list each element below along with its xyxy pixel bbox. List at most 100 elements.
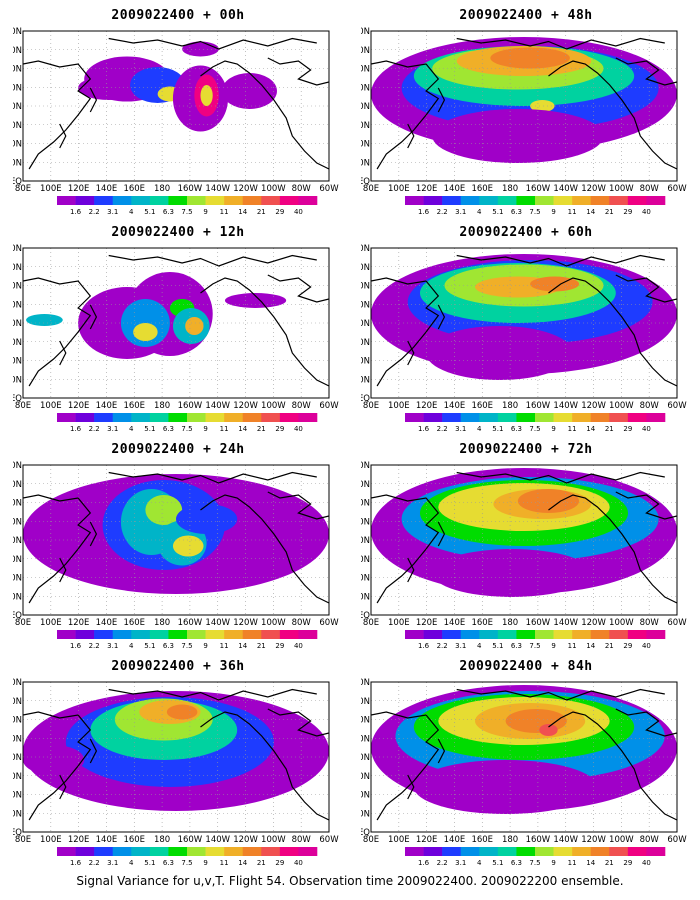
map-panel-36h: 2009022400 + 36h 80E 100E 120E 140E 160E 180 1…	[13, 659, 343, 869]
colorbar: 1.6 2.2 3.1 4 5.1 6.3 7.5 9 11 14 21 29 40	[405, 630, 666, 650]
y-tick-label: 70N	[361, 263, 370, 273]
colorbar: 1.6 2.2 3.1 4 5.1 6.3 7.5 9 11 14 21 29 40	[405, 847, 666, 867]
x-tick-label: 120E	[68, 618, 90, 628]
coastline	[615, 708, 677, 737]
colorbar-level-label: 7.5	[181, 859, 192, 867]
colorbar-swatch	[479, 196, 499, 205]
colorbar-swatch	[261, 847, 281, 856]
colorbar-level-label: 4	[129, 859, 134, 867]
y-tick-label: 40N	[13, 319, 22, 329]
colorbar-swatch	[168, 630, 188, 639]
x-tick-label: 80W	[640, 184, 660, 194]
coastline	[615, 57, 677, 86]
colorbar-swatch	[94, 413, 114, 422]
colorbar-swatch	[75, 196, 95, 205]
colorbar-level-label: 29	[275, 859, 284, 867]
x-tick-label: 160E	[471, 835, 493, 845]
x-tick-label: 100W	[609, 184, 634, 194]
colorbar-level-label: 5.1	[492, 208, 503, 216]
colorbar-level-label: 5.1	[492, 859, 503, 867]
variance-region	[26, 314, 63, 326]
x-tick-label: 80E	[363, 835, 379, 845]
colorbar-level-label: 5.1	[492, 642, 503, 650]
colorbar-level-label: 7.5	[181, 642, 192, 650]
colorbar: 1.6 2.2 3.1 4 5.1 6.3 7.5 9 11 14 21 29 40	[405, 413, 666, 433]
x-tick-label: 180	[154, 184, 170, 194]
colorbar-level-label: 29	[623, 859, 632, 867]
colorbar-swatch	[205, 847, 225, 856]
x-tick-label: 140E	[96, 618, 118, 628]
colorbar-level-label: 40	[294, 642, 303, 650]
coastline	[437, 304, 446, 330]
variance-region	[185, 317, 204, 335]
y-tick-label: 20N	[361, 791, 370, 801]
variance-shading	[78, 41, 277, 132]
colorbar-swatch	[75, 413, 95, 422]
colorbar-swatch	[442, 847, 462, 856]
x-tick-label: 80E	[363, 184, 379, 194]
colorbar-level-label: 3.1	[107, 425, 118, 433]
colorbar-level-label: 1.6	[418, 642, 430, 650]
x-tick-label: 140W	[553, 401, 578, 411]
forecast-map: 80E 100E 120E 140E 160E 180 160W 140W 120W 100W 80…	[361, 244, 687, 411]
coastline	[456, 254, 665, 267]
y-tick-label: 70N	[13, 263, 22, 273]
colorbar-swatch	[112, 413, 132, 422]
coastline	[615, 274, 677, 303]
colorbar-swatch	[131, 196, 151, 205]
colorbar-level-label: 11	[220, 859, 229, 867]
x-tick-label: 140W	[205, 618, 230, 628]
colorbar-level-label: 5.1	[144, 425, 155, 433]
colorbar-swatch	[516, 630, 536, 639]
map-panel-72h: 2009022400 + 72h 80E 100E 120E 140E 160E 180 1…	[361, 442, 691, 652]
coastline	[267, 491, 329, 520]
colorbar-swatch	[298, 847, 318, 856]
x-tick-label: 80W	[292, 184, 312, 194]
y-tick-label: 40N	[13, 536, 22, 546]
map-frame	[370, 681, 678, 833]
panel-title: 2009022400 + 36h	[111, 659, 245, 674]
coastline	[200, 277, 329, 387]
colorbar-level-label: 7.5	[181, 425, 192, 433]
variance-shading	[371, 468, 677, 597]
colorbar-swatch	[535, 630, 554, 639]
y-tick-label: EQ	[361, 394, 370, 404]
colorbar-level-label: 29	[275, 642, 284, 650]
colorbar-swatch	[57, 196, 76, 205]
y-tick-label: 30N	[13, 555, 22, 565]
colorbar-level-label: 6.3	[163, 859, 174, 867]
colorbar-swatch	[442, 196, 462, 205]
y-tick-label: EQ	[13, 394, 22, 404]
panel-title: 2009022400 + 84h	[459, 659, 593, 674]
coastline	[548, 711, 677, 821]
y-tick-label: 40N	[361, 536, 370, 546]
colorbar-level-label: 11	[568, 859, 577, 867]
coastline	[456, 688, 665, 701]
colorbar-swatch	[460, 413, 480, 422]
variance-region	[133, 323, 158, 341]
coastline	[437, 521, 446, 547]
colorbar-swatch	[590, 196, 610, 205]
x-tick-label: 120E	[68, 401, 90, 411]
colorbar-swatch	[460, 630, 480, 639]
forecast-map: 80E 100E 120E 140E 160E 180 160W 140W 120W 100W 80…	[13, 461, 339, 628]
colorbar-level-label: 11	[220, 425, 229, 433]
coastline	[89, 304, 98, 330]
x-tick-label: 120E	[68, 184, 90, 194]
colorbar-swatch	[75, 630, 95, 639]
x-tick-label: 140E	[444, 401, 466, 411]
x-tick-label: 140W	[553, 835, 578, 845]
map-panel-00h: 2009022400 + 00h 80E 100E 120E 140E 160E 180 1…	[13, 8, 343, 218]
colorbar-swatch	[242, 630, 262, 639]
colorbar-level-label: 21	[257, 425, 266, 433]
colorbar-swatch	[168, 196, 188, 205]
x-tick-label: 160W	[178, 835, 203, 845]
x-tick-label: 180	[502, 618, 518, 628]
x-tick-label: 180	[502, 835, 518, 845]
colorbar-swatch	[535, 196, 554, 205]
colorbar-level-label: 21	[605, 425, 614, 433]
colorbar-swatch	[572, 630, 592, 639]
coastlines	[23, 688, 329, 821]
y-tick-label: 80N	[13, 678, 22, 688]
coastline	[456, 471, 665, 484]
